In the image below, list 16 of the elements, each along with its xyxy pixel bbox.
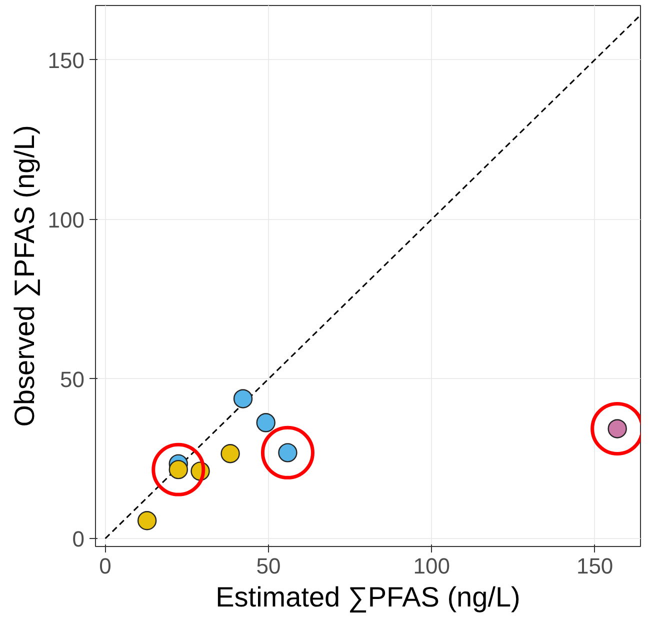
point — [260, 426, 314, 480]
x-tick-label: 150 — [576, 554, 614, 578]
y-tick-label: 100 — [48, 207, 85, 232]
x-tick-label: 50 — [256, 554, 281, 578]
point — [152, 442, 206, 496]
x-tick-label: 0 — [99, 554, 112, 578]
y-tick-label: 50 — [60, 366, 85, 392]
point — [220, 444, 240, 464]
y-tick-label: 0 — [72, 526, 85, 552]
point — [137, 511, 157, 530]
y-tick-label: 150 — [48, 48, 85, 73]
y-axis-title: Observed ∑PFAS (ng/L) — [8, 125, 40, 427]
point — [256, 413, 276, 432]
point — [233, 389, 253, 408]
x-axis-title: Estimated ∑PFAS (ng/L) — [216, 582, 520, 612]
x-tick-label: 100 — [413, 554, 450, 578]
